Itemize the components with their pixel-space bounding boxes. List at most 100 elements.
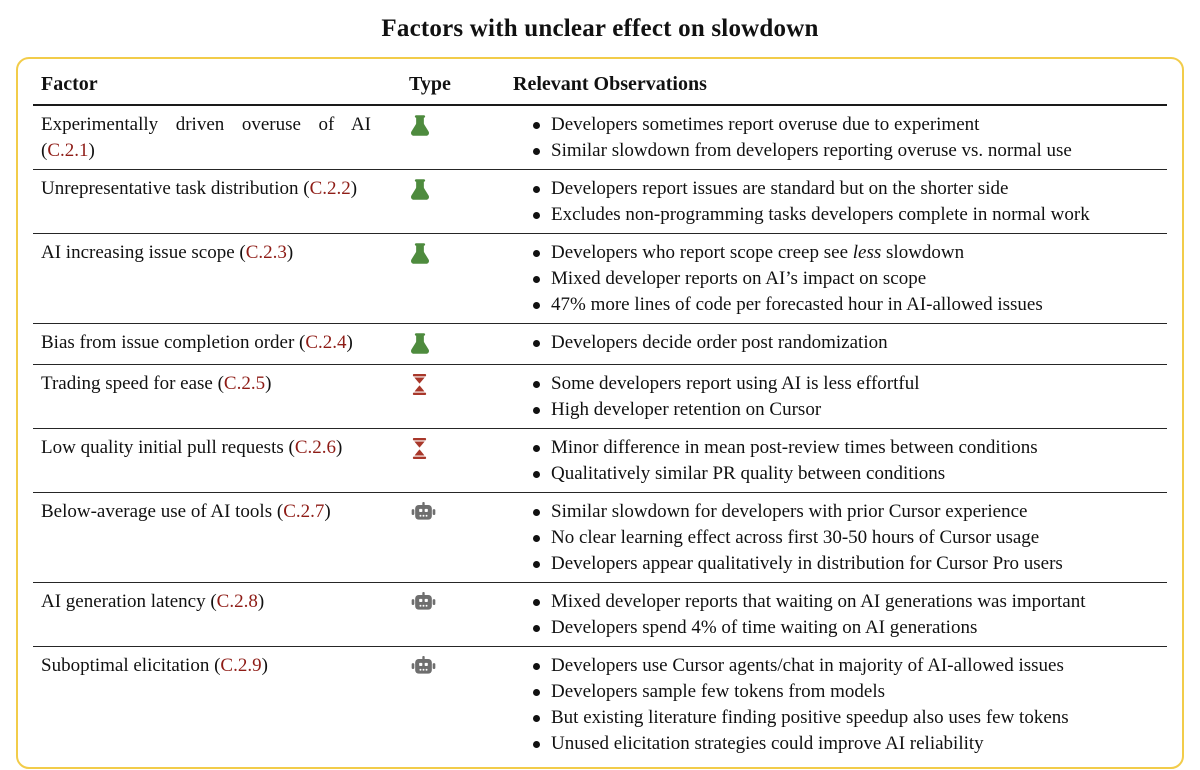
observation-text: 47% more lines of code per forecasted ho…	[551, 294, 1043, 315]
observation-item: Developers sample few tokens from models	[533, 679, 1163, 705]
table-header-row: Factor Type Relevant Observations	[33, 59, 1167, 106]
observation-item: Developers spend 4% of time waiting on A…	[533, 615, 1163, 641]
observation-text: Developers appear qualitatively in distr…	[551, 553, 1063, 574]
observation-item: Developers appear qualitatively in distr…	[533, 551, 1163, 577]
factor-cell: Experimentally driven overuse of AI (C.2…	[33, 112, 385, 164]
observations-cell: Developers use Cursor agents/chat in maj…	[513, 653, 1167, 757]
bullet-icon	[533, 250, 540, 257]
factor-label: AI generation latency	[41, 591, 211, 612]
type-cell	[385, 589, 513, 641]
table-row: Bias from issue completion order (C.2.4)…	[33, 324, 1167, 365]
bullet-icon	[533, 509, 540, 516]
section-ref-link[interactable]: C.2.7	[283, 501, 325, 522]
column-header-factor: Factor	[41, 73, 98, 95]
section-ref: (C.2.9)	[214, 655, 268, 676]
observations-cell: Similar slowdown for developers with pri…	[513, 499, 1167, 577]
bullet-icon	[533, 302, 540, 309]
type-cell	[385, 499, 513, 577]
section-ref: (C.2.2)	[303, 178, 358, 199]
bullet-icon	[533, 715, 540, 722]
observation-text: Mixed developer reports that waiting on …	[551, 591, 1086, 612]
observation-text: Unused elicitation strategies could impr…	[551, 733, 984, 754]
section-ref-link[interactable]: C.2.9	[220, 655, 262, 676]
section-ref-link[interactable]: C.2.5	[223, 373, 266, 394]
table-row: Suboptimal elicitation (C.2.9) Developer…	[33, 647, 1167, 767]
bullet-icon	[533, 381, 540, 388]
bullet-icon	[533, 471, 540, 478]
type-cell	[385, 653, 513, 757]
flask-icon	[411, 115, 429, 136]
observation-text: Developers sometimes report overuse due …	[551, 114, 980, 135]
observations-cell: Developers decide order post randomizati…	[513, 330, 1167, 359]
observations-cell: Developers report issues are standard bu…	[513, 176, 1167, 228]
observations-cell: Developers sometimes report overuse due …	[513, 112, 1167, 164]
factor-label: Unrepresentative task distribution	[41, 178, 304, 199]
table-row: AI increasing issue scope (C.2.3) Develo…	[33, 234, 1167, 324]
bullet-icon	[533, 625, 540, 632]
observation-item: Developers who report scope creep see le…	[533, 240, 1163, 266]
section-ref: (C.2.8)	[210, 591, 265, 612]
observation-item: Excludes non-programming tasks developer…	[533, 202, 1163, 228]
observation-text: Developers report issues are standard bu…	[551, 178, 1009, 199]
observation-item: Mixed developer reports that waiting on …	[533, 589, 1163, 615]
observation-item: Similar slowdown from developers reporti…	[533, 138, 1163, 164]
factor-cell: Below-average use of AI tools (C.2.7)	[33, 499, 385, 577]
section-ref-link[interactable]: C.2.2	[309, 178, 351, 199]
observation-text: Similar slowdown from developers reporti…	[551, 140, 1072, 161]
observation-text: Qualitatively similar PR quality between…	[551, 463, 946, 484]
robot-icon	[411, 592, 436, 613]
observation-text: Excludes non-programming tasks developer…	[551, 204, 1090, 225]
factor-cell: AI generation latency (C.2.8)	[33, 589, 385, 641]
robot-icon	[411, 656, 436, 677]
bullet-icon	[533, 561, 540, 568]
type-cell	[385, 176, 513, 228]
flask-icon	[411, 333, 429, 354]
type-cell	[385, 112, 513, 164]
section-ref: (C.2.6)	[288, 437, 343, 458]
column-header-observations: Relevant Observations	[513, 73, 707, 95]
factor-cell: Unrepresentative task distribution (C.2.…	[33, 176, 385, 228]
section-ref-link[interactable]: C.2.3	[245, 242, 287, 263]
observations-cell: Developers who report scope creep see le…	[513, 240, 1167, 318]
observation-item: High developer retention on Cursor	[533, 397, 1163, 423]
table-row: Trading speed for ease (C.2.5) Some deve…	[33, 365, 1167, 429]
type-cell	[385, 371, 513, 423]
factor-label: Trading speed for ease	[41, 373, 218, 394]
factors-table-panel: Factor Type Relevant Observations Experi…	[16, 57, 1184, 769]
section-ref-link[interactable]: C.2.1	[47, 140, 89, 161]
bullet-icon	[533, 689, 540, 696]
bullet-icon	[533, 276, 540, 283]
section-ref: (C.2.3)	[239, 242, 294, 263]
observation-item: Developers report issues are standard bu…	[533, 176, 1163, 202]
observation-text: Developers use Cursor agents/chat in maj…	[551, 655, 1064, 676]
factor-cell: Suboptimal elicitation (C.2.9)	[33, 653, 385, 757]
observation-item: No clear learning effect across first 30…	[533, 525, 1163, 551]
section-ref-link[interactable]: C.2.6	[294, 437, 337, 458]
observation-text: Minor difference in mean post-review tim…	[551, 437, 1038, 458]
factor-label: AI increasing issue scope	[41, 242, 240, 263]
bullet-icon	[533, 212, 540, 219]
section-ref: (C.2.5)	[217, 373, 272, 394]
bullet-icon	[533, 122, 540, 129]
observation-text: Developers sample few tokens from models	[551, 681, 885, 702]
factor-cell: AI increasing issue scope (C.2.3)	[33, 240, 385, 318]
hourglass-icon	[411, 374, 428, 395]
observation-text: Developers who report scope creep see le…	[551, 242, 965, 263]
type-cell	[385, 435, 513, 487]
column-header-type: Type	[409, 73, 451, 95]
observation-text: Mixed developer reports on AI’s impact o…	[551, 268, 927, 289]
section-ref-link[interactable]: C.2.8	[216, 591, 258, 612]
factor-cell: Bias from issue completion order (C.2.4)	[33, 330, 385, 359]
section-ref: (C.2.7)	[276, 501, 331, 522]
flask-icon	[411, 179, 429, 200]
observation-item: Developers sometimes report overuse due …	[533, 112, 1163, 138]
observation-item: 47% more lines of code per forecasted ho…	[533, 292, 1163, 318]
observation-text: But existing literature finding positive…	[551, 707, 1069, 728]
observation-text: Developers decide order post randomizati…	[551, 332, 888, 353]
bullet-icon	[533, 186, 540, 193]
bullet-icon	[533, 148, 540, 155]
section-ref-link[interactable]: C.2.4	[305, 332, 347, 353]
observation-item: Minor difference in mean post-review tim…	[533, 435, 1163, 461]
bullet-icon	[533, 599, 540, 606]
bullet-icon	[533, 445, 540, 452]
